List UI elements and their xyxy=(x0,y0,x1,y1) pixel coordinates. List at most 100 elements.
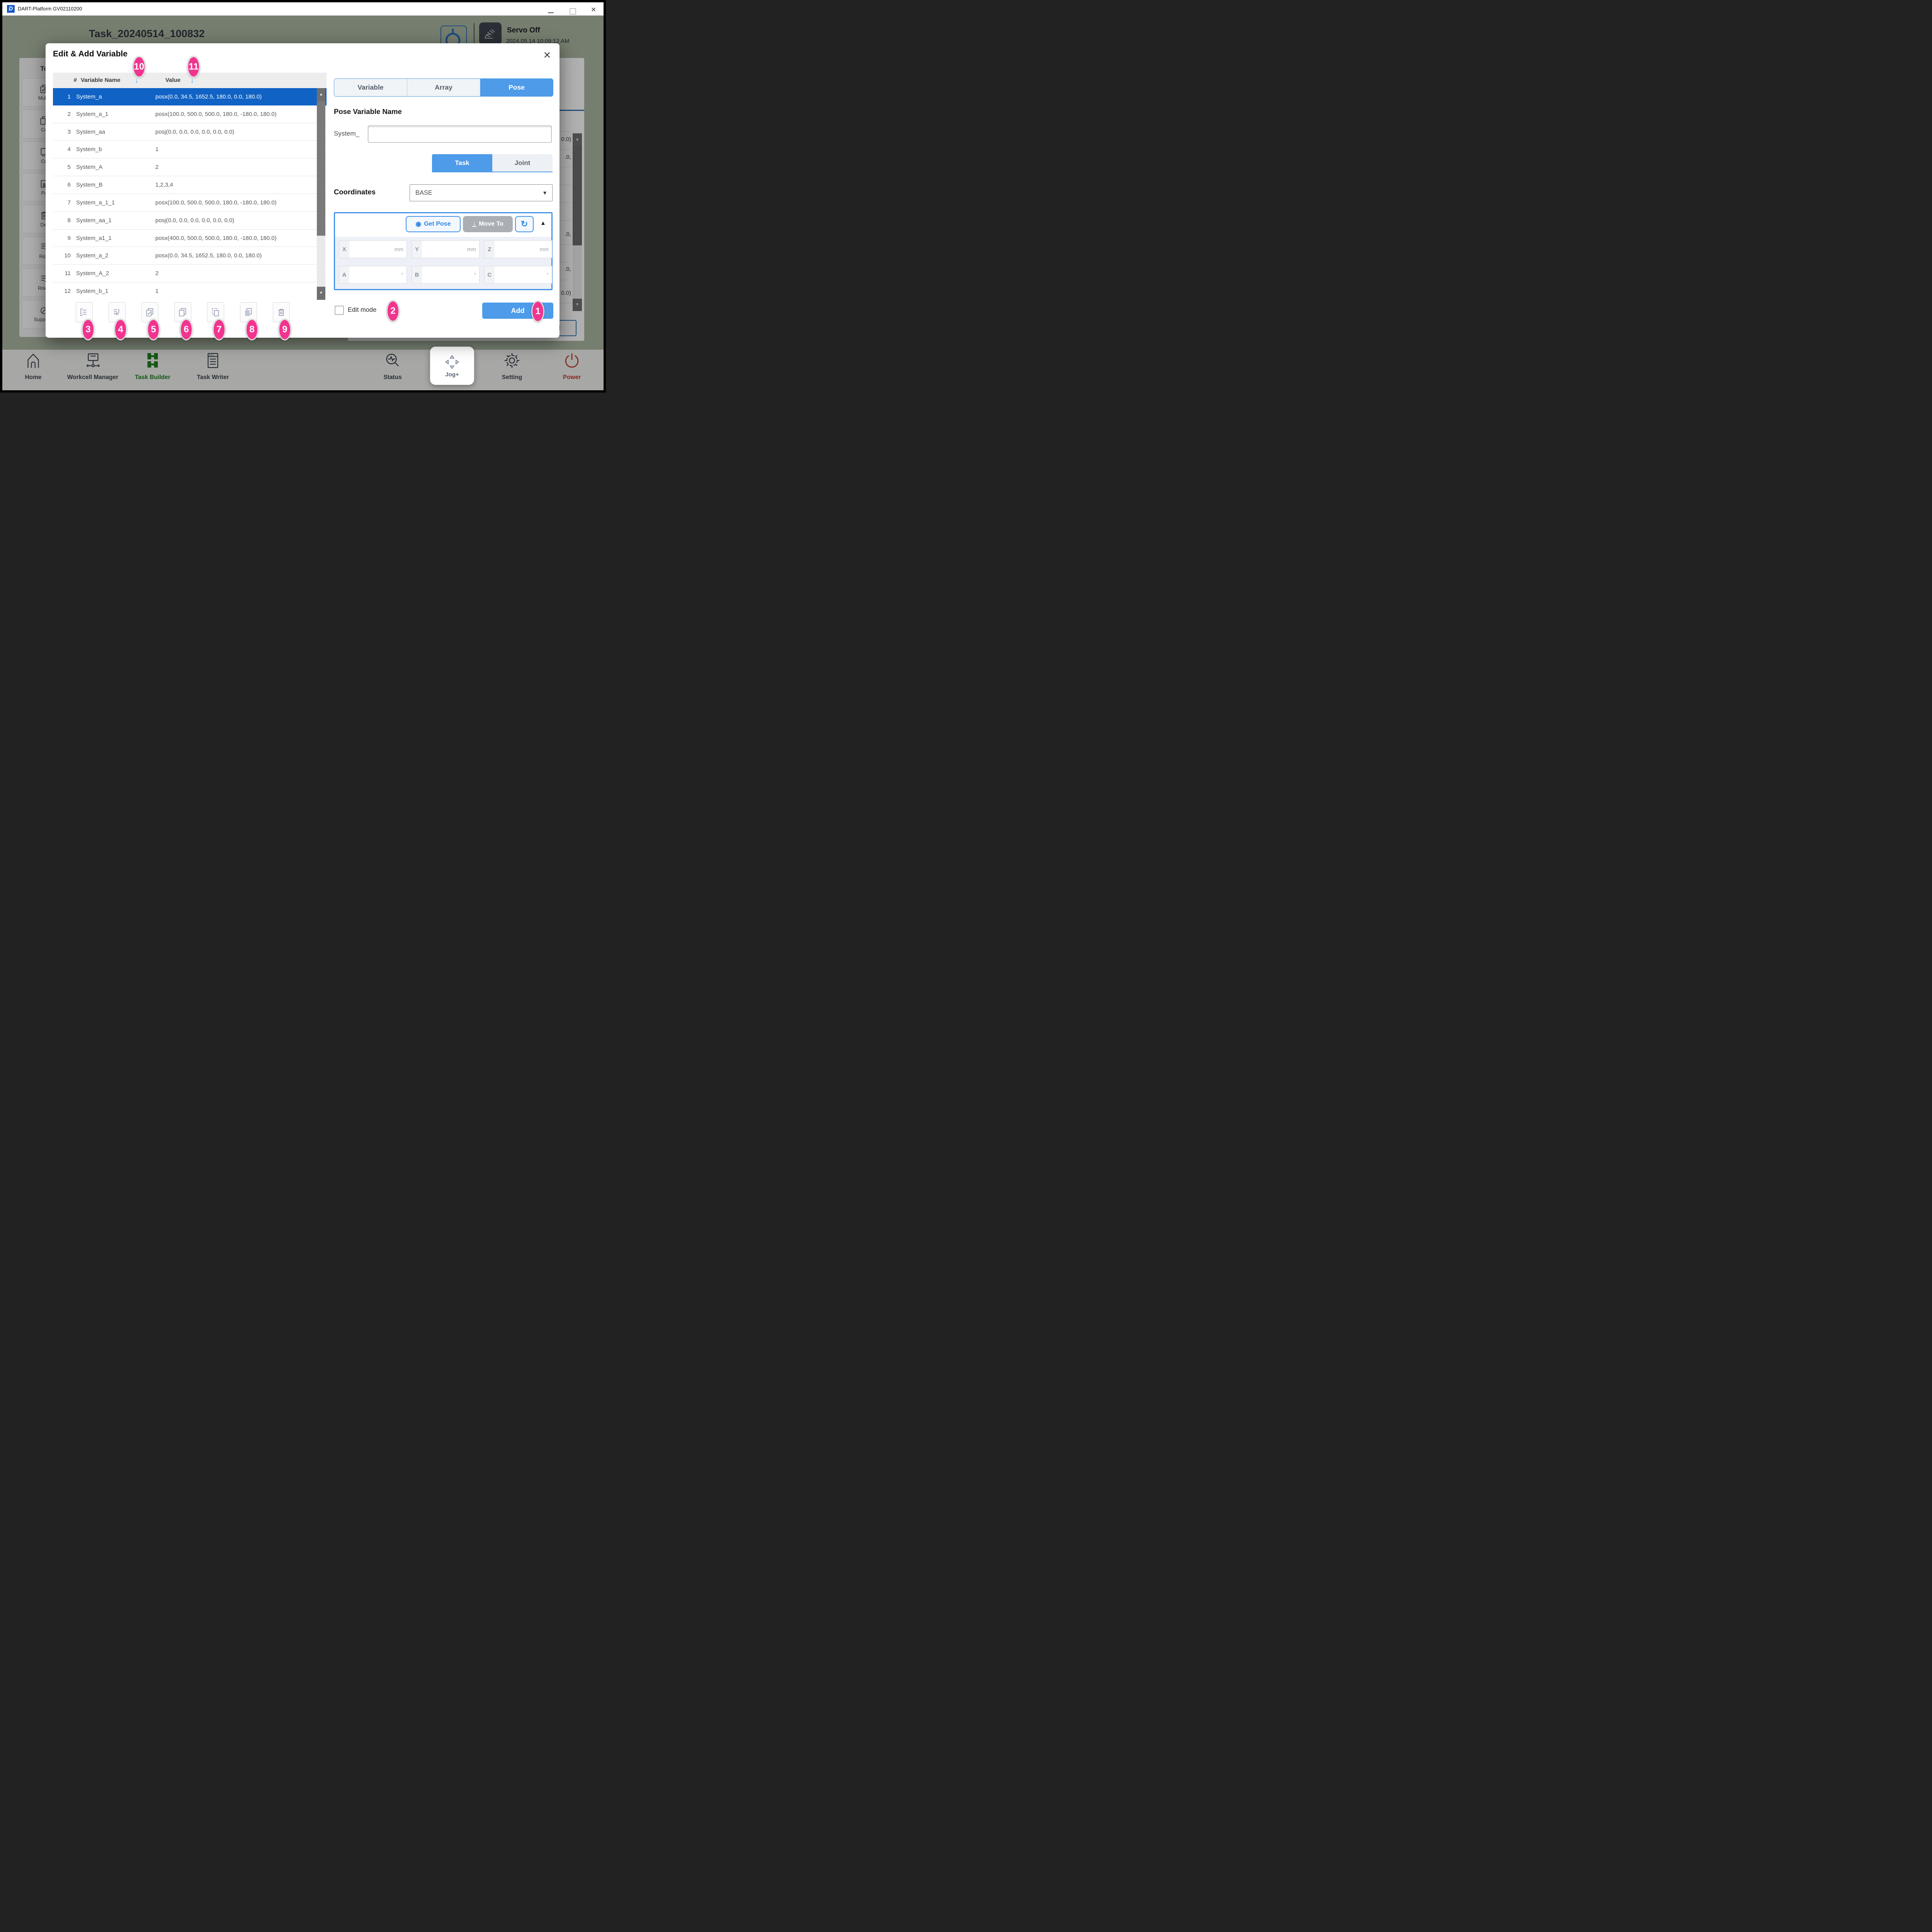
jog-dpad-icon xyxy=(445,355,459,369)
minimize-icon[interactable] xyxy=(548,12,554,13)
edit-mode-label: Edit mode xyxy=(348,306,377,313)
table-row[interactable]: 1 System_a posx(0.0, 34.5, 1652.5, 180.0, … xyxy=(53,88,327,105)
annotation-badge-3: 3 xyxy=(82,319,95,340)
copy-icon xyxy=(179,308,186,316)
nav-task-builder[interactable]: Task Builder xyxy=(135,374,170,381)
nav-status[interactable]: Status xyxy=(383,374,402,381)
move-row-button[interactable] xyxy=(109,302,126,322)
table-row[interactable]: 12 System_b_1 1 xyxy=(64,288,159,295)
nav-setting[interactable]: Setting xyxy=(502,374,522,381)
window-close-icon[interactable]: × xyxy=(591,5,596,14)
maximize-icon[interactable] xyxy=(570,8,576,15)
field-z: Z mm xyxy=(484,240,552,258)
bg-value-fragment: .0, xyxy=(565,231,571,238)
sort-desc-icon[interactable]: ↓ xyxy=(135,77,138,84)
edit-mode-checkbox[interactable] xyxy=(335,306,344,315)
scroll-up-icon[interactable]: ▲ xyxy=(317,88,325,101)
table-row[interactable]: 10 System_a_2 posx(0.0, 34.5, 1652.5, 180.… xyxy=(53,247,327,265)
bg-value-fragment: .0, xyxy=(565,154,571,160)
table-row[interactable]: 3 System_aa posj(0.0, 0.0, 0.0, 0.0, 0.0, … xyxy=(53,123,327,141)
sort-desc-icon[interactable]: ↓ xyxy=(190,77,194,84)
multi-select-icon xyxy=(40,85,48,93)
bg-scroll-thumb[interactable] xyxy=(573,146,582,245)
nav-task-writer[interactable]: Task Writer xyxy=(197,374,229,381)
collapse-icon[interactable]: ▲ xyxy=(540,220,546,226)
refresh-button[interactable]: ↻ xyxy=(515,216,534,232)
scroll-down-icon[interactable]: ▼ xyxy=(317,287,325,300)
servo-hand-icon[interactable] xyxy=(479,22,502,45)
mode-joint[interactable]: Joint xyxy=(492,154,553,172)
type-tabs: Variable Array Pose xyxy=(334,78,553,97)
setting-icon[interactable] xyxy=(503,352,521,369)
table-row[interactable]: 9 System_a1_1 posx(400.0, 500.0, 500.0, 18… xyxy=(53,230,327,247)
table-row[interactable]: 4 System_b 1 xyxy=(53,141,327,159)
table-row[interactable]: 11 System_A_2 2 xyxy=(53,265,327,283)
col-value[interactable]: Value xyxy=(165,77,181,83)
nav-workcell-manager[interactable]: Workcell Manager xyxy=(67,374,119,381)
workcell-manager-icon[interactable] xyxy=(84,352,102,369)
bg-scroll-up-icon[interactable]: ▲ xyxy=(573,133,582,146)
home-icon[interactable] xyxy=(24,352,42,369)
table-row[interactable]: 8 System_aa_1 posj(0.0, 0.0, 0.0, 0.0, 0.0… xyxy=(53,212,327,230)
tab-pose[interactable]: Pose xyxy=(480,79,553,96)
table-scrollbar[interactable]: ▲ ▼ xyxy=(317,88,325,300)
paste-special-button[interactable] xyxy=(207,302,224,322)
b-input[interactable] xyxy=(422,271,474,278)
annotation-badge-4: 4 xyxy=(114,319,127,340)
move-down-icon: ↓ xyxy=(472,220,477,227)
servo-timestamp: 2024.05.14 10:09:12 AM xyxy=(506,38,570,44)
field-x: X mm xyxy=(339,240,407,258)
delete-button[interactable] xyxy=(273,302,290,322)
field-a: A ° xyxy=(339,266,407,284)
get-pose-button[interactable]: ◉ Get Pose xyxy=(406,216,461,232)
app-logo: D xyxy=(7,5,15,13)
duplicate-button[interactable] xyxy=(240,302,257,322)
annotation-badge-9: 9 xyxy=(278,319,291,340)
annotation-badge-7: 7 xyxy=(213,319,226,340)
tab-variable[interactable]: Variable xyxy=(334,79,407,96)
radio-target-icon: ◉ xyxy=(415,220,422,228)
mode-task[interactable]: Task xyxy=(432,154,492,172)
table-row[interactable]: 6 System_B 1,2,3,4 xyxy=(53,176,327,194)
move-row-icon xyxy=(114,309,119,316)
scroll-thumb[interactable] xyxy=(317,101,325,236)
x-input[interactable] xyxy=(349,246,395,253)
bg-scroll-down-icon[interactable]: ▼ xyxy=(573,299,582,311)
dialog-title: Edit & Add Variable xyxy=(53,49,128,58)
table-row[interactable]: 5 System_A 2 xyxy=(53,158,327,177)
y-input[interactable] xyxy=(422,246,467,253)
table-row[interactable]: 7 System_a_1_1 posx(100.0, 500.0, 500.0, 1… xyxy=(53,194,327,212)
coordinates-select[interactable]: BASE ▼ xyxy=(410,184,553,201)
z-input[interactable] xyxy=(495,246,540,253)
duplicate-icon xyxy=(245,308,252,316)
col-variable-name[interactable]: Variable Name xyxy=(81,77,121,83)
power-icon[interactable] xyxy=(563,352,581,369)
task-writer-icon[interactable] xyxy=(204,352,222,369)
copy-check-button[interactable] xyxy=(141,302,158,322)
indent-list-icon xyxy=(80,308,87,316)
pose-name-input[interactable] xyxy=(368,126,552,143)
move-to-button[interactable]: ↓ Move To xyxy=(463,216,513,232)
pose-coordinates-card: ◉ Get Pose ↓ Move To ↻ ▲ X mm Y mm xyxy=(334,212,553,290)
refresh-icon: ↻ xyxy=(520,219,528,229)
table-row[interactable]: 2 System_a_1 posx(100.0, 500.0, 500.0, 180… xyxy=(53,105,327,123)
c-input[interactable] xyxy=(495,271,547,278)
nav-power[interactable]: Power xyxy=(563,374,581,381)
col-number: # xyxy=(73,77,77,83)
edit-add-variable-dialog: Edit & Add Variable × # Variable Name ↓ … xyxy=(46,43,560,338)
copy-check-icon xyxy=(146,308,153,316)
task-builder-icon[interactable] xyxy=(144,352,162,369)
copy-button[interactable] xyxy=(174,302,191,322)
bg-scrollbar[interactable]: ▲ ▼ xyxy=(573,133,582,311)
gripper-icon xyxy=(445,29,461,46)
annotation-badge-1: 1 xyxy=(531,301,544,322)
close-icon[interactable]: × xyxy=(543,48,551,62)
a-input[interactable] xyxy=(349,271,401,278)
nav-home[interactable]: Home xyxy=(25,374,42,381)
field-y: Y mm xyxy=(412,240,480,258)
status-icon[interactable] xyxy=(384,352,401,369)
annotation-badge-8: 8 xyxy=(245,319,259,340)
jog-panel-button[interactable]: Jog+ xyxy=(430,347,474,385)
tab-array[interactable]: Array xyxy=(407,79,480,96)
annotation-badge-10: 10 xyxy=(133,56,146,78)
